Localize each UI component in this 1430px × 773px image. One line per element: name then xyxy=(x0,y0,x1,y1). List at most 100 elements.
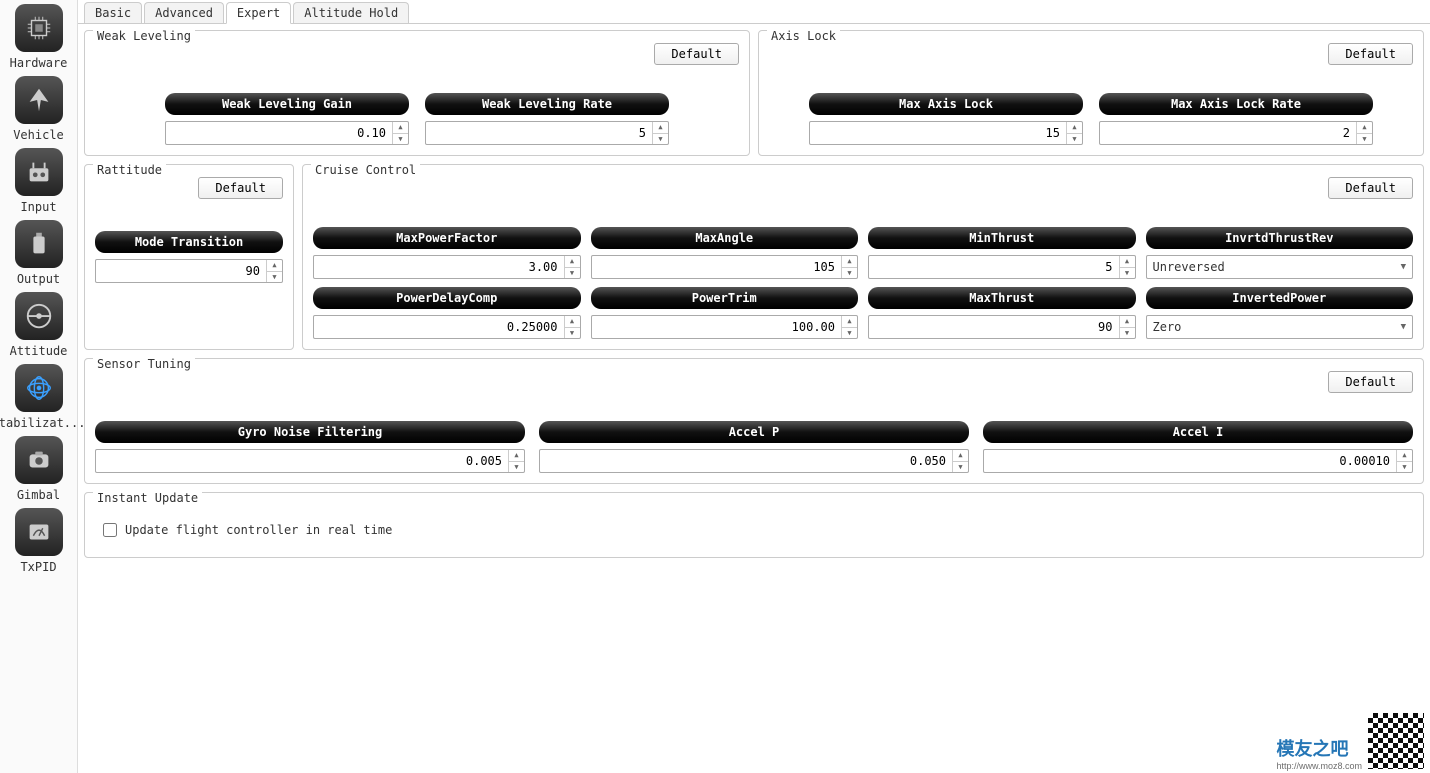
group-cruise-control: Cruise Control Default MaxPowerFactor ▲▼… xyxy=(302,164,1424,350)
power-delay-comp-input[interactable]: ▲▼ xyxy=(313,315,581,339)
weak-leveling-gain-input[interactable]: ▲▼ xyxy=(165,121,409,145)
checkbox-label: Update flight controller in real time xyxy=(125,523,392,537)
group-axis-lock: Axis Lock Default Max Axis Lock ▲▼ Max A… xyxy=(758,30,1424,156)
param-label: Weak Leveling Rate xyxy=(425,93,669,115)
spin-down-icon[interactable]: ▼ xyxy=(565,268,580,279)
tab-expert[interactable]: Expert xyxy=(226,2,291,24)
param-label: Max Axis Lock Rate xyxy=(1099,93,1373,115)
spin-down-icon[interactable]: ▼ xyxy=(842,328,857,339)
param-label: MaxAngle xyxy=(591,227,859,249)
sidebar-item-label: Input xyxy=(20,200,56,214)
accel-p-input[interactable]: ▲▼ xyxy=(539,449,969,473)
sidebar-item-attitude[interactable]: Attitude xyxy=(0,292,77,358)
sidebar-item-label: Attitude xyxy=(10,344,68,358)
sidebar-item-output[interactable]: Output xyxy=(0,220,77,286)
default-button[interactable]: Default xyxy=(1328,371,1413,393)
spin-up-icon[interactable]: ▲ xyxy=(1357,122,1372,134)
spin-up-icon[interactable]: ▲ xyxy=(1120,256,1135,268)
group-sensor-tuning: Sensor Tuning Default Gyro Noise Filteri… xyxy=(84,358,1424,484)
spin-down-icon[interactable]: ▼ xyxy=(509,462,524,473)
tab-altitude-hold[interactable]: Altitude Hold xyxy=(293,2,409,23)
param-label: Max Axis Lock xyxy=(809,93,1083,115)
max-power-factor-input[interactable]: ▲▼ xyxy=(313,255,581,279)
power-trim-input[interactable]: ▲▼ xyxy=(591,315,859,339)
tab-advanced[interactable]: Advanced xyxy=(144,2,224,23)
spin-down-icon[interactable]: ▼ xyxy=(393,134,408,145)
group-title: Weak Leveling xyxy=(93,29,195,43)
sidebar-item-vehicle[interactable]: Vehicle xyxy=(0,76,77,142)
accel-i-input[interactable]: ▲▼ xyxy=(983,449,1413,473)
spin-up-icon[interactable]: ▲ xyxy=(842,316,857,328)
param-label: PowerDelayComp xyxy=(313,287,581,309)
param-label: Mode Transition xyxy=(95,231,283,253)
group-title: Cruise Control xyxy=(311,163,420,177)
spin-down-icon[interactable]: ▼ xyxy=(1120,328,1135,339)
chip-icon xyxy=(15,4,63,52)
inverted-power-select[interactable]: Zero▼ xyxy=(1146,315,1414,339)
spin-up-icon[interactable]: ▲ xyxy=(393,122,408,134)
spin-up-icon[interactable]: ▲ xyxy=(842,256,857,268)
spin-up-icon[interactable]: ▲ xyxy=(1120,316,1135,328)
update-realtime-checkbox[interactable] xyxy=(103,523,117,537)
max-axis-lock-input[interactable]: ▲▼ xyxy=(809,121,1083,145)
default-button[interactable]: Default xyxy=(1328,177,1413,199)
spin-up-icon[interactable]: ▲ xyxy=(267,260,282,272)
default-button[interactable]: Default xyxy=(654,43,739,65)
tab-bar: Basic Advanced Expert Altitude Hold xyxy=(78,0,1430,24)
sidebar-item-label: Stabilizat... xyxy=(0,416,85,430)
spin-down-icon[interactable]: ▼ xyxy=(653,134,668,145)
radio-icon xyxy=(15,148,63,196)
spin-up-icon[interactable]: ▲ xyxy=(509,450,524,462)
motor-icon xyxy=(15,220,63,268)
mode-transition-input[interactable]: ▲▼ xyxy=(95,259,283,283)
param-label: MaxThrust xyxy=(868,287,1136,309)
spin-up-icon[interactable]: ▲ xyxy=(1397,450,1412,462)
spin-down-icon[interactable]: ▼ xyxy=(1067,134,1082,145)
chevron-down-icon: ▼ xyxy=(1401,322,1406,332)
spin-up-icon[interactable]: ▲ xyxy=(1067,122,1082,134)
gyro-noise-filtering-input[interactable]: ▲▼ xyxy=(95,449,525,473)
chevron-down-icon: ▼ xyxy=(1401,262,1406,272)
plane-icon xyxy=(15,76,63,124)
sidebar-item-label: Vehicle xyxy=(13,128,64,142)
default-button[interactable]: Default xyxy=(1328,43,1413,65)
param-label: Accel I xyxy=(983,421,1413,443)
spin-down-icon[interactable]: ▼ xyxy=(1120,268,1135,279)
group-title: Sensor Tuning xyxy=(93,357,195,371)
sidebar-item-gimbal[interactable]: Gimbal xyxy=(0,436,77,502)
spin-down-icon[interactable]: ▼ xyxy=(565,328,580,339)
tab-basic[interactable]: Basic xyxy=(84,2,142,23)
spin-down-icon[interactable]: ▼ xyxy=(953,462,968,473)
param-label: Gyro Noise Filtering xyxy=(95,421,525,443)
weak-leveling-rate-input[interactable]: ▲▼ xyxy=(425,121,669,145)
sidebar-item-txpid[interactable]: TxPID xyxy=(0,508,77,574)
spin-down-icon[interactable]: ▼ xyxy=(1357,134,1372,145)
group-title: Rattitude xyxy=(93,163,166,177)
sidebar-item-input[interactable]: Input xyxy=(0,148,77,214)
param-label: MaxPowerFactor xyxy=(313,227,581,249)
param-label: PowerTrim xyxy=(591,287,859,309)
min-thrust-input[interactable]: ▲▼ xyxy=(868,255,1136,279)
param-label: InvertedPower xyxy=(1146,287,1414,309)
spin-up-icon[interactable]: ▲ xyxy=(565,256,580,268)
sidebar-item-label: Gimbal xyxy=(17,488,60,502)
spin-up-icon[interactable]: ▲ xyxy=(565,316,580,328)
max-thrust-input[interactable]: ▲▼ xyxy=(868,315,1136,339)
max-angle-input[interactable]: ▲▼ xyxy=(591,255,859,279)
spin-down-icon[interactable]: ▼ xyxy=(842,268,857,279)
spin-up-icon[interactable]: ▲ xyxy=(953,450,968,462)
sidebar-item-hardware[interactable]: Hardware xyxy=(0,4,77,70)
default-button[interactable]: Default xyxy=(198,177,283,199)
sidebar-item-stabilization[interactable]: Stabilizat... xyxy=(0,364,77,430)
watermark: 模友之吧 http://www.moz8.com xyxy=(1276,711,1426,771)
watermark-logo: 模友之吧 http://www.moz8.com xyxy=(1276,735,1362,771)
spin-down-icon[interactable]: ▼ xyxy=(267,272,282,283)
sidebar-item-label: TxPID xyxy=(20,560,56,574)
sidebar-item-label: Output xyxy=(17,272,60,286)
invrtd-thrust-rev-select[interactable]: Unreversed▼ xyxy=(1146,255,1414,279)
max-axis-lock-rate-input[interactable]: ▲▼ xyxy=(1099,121,1373,145)
group-title: Instant Update xyxy=(93,491,202,505)
group-instant-update: Instant Update Update flight controller … xyxy=(84,492,1424,558)
spin-up-icon[interactable]: ▲ xyxy=(653,122,668,134)
spin-down-icon[interactable]: ▼ xyxy=(1397,462,1412,473)
